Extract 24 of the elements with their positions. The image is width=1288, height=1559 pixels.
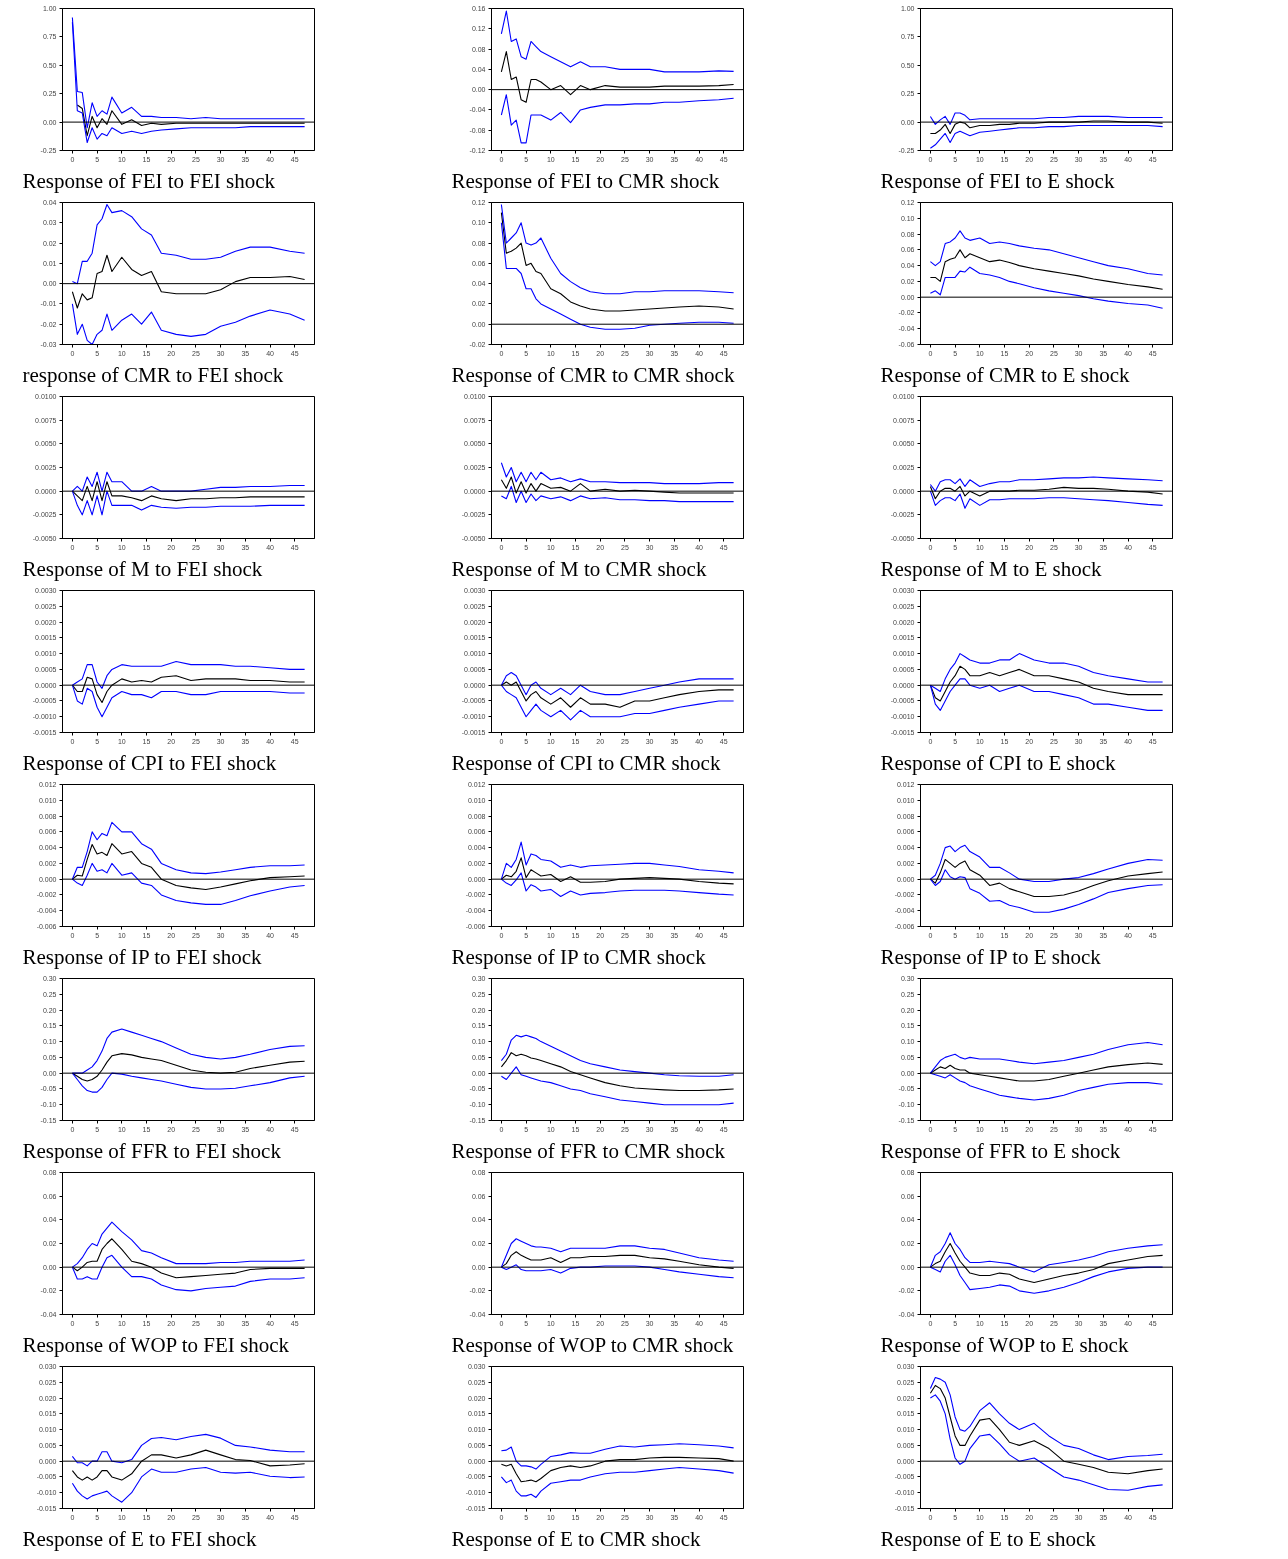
text: Response of FFR to FEI shock xyxy=(22,1138,282,1163)
text: Response of FEI to FEI shock xyxy=(22,168,276,193)
text: Response of FEI to CMR shock xyxy=(451,168,720,193)
text: Response of M to E shock xyxy=(880,556,1103,581)
text: Response of CMR to E shock xyxy=(880,362,1131,387)
text: Response of FEI to E shock xyxy=(880,168,1115,193)
text: Response of CPI to FEI shock xyxy=(22,750,277,775)
text: Response of WOP to CMR shock xyxy=(451,1332,734,1357)
text: Response of IP to CMR shock xyxy=(451,944,707,969)
text: Response of M to CMR shock xyxy=(451,556,707,581)
text: response of CMR to FEI shock xyxy=(22,362,284,387)
text: Response of IP to E shock xyxy=(880,944,1102,969)
text: Response of WOP to FEI shock xyxy=(22,1332,290,1357)
text: Response of E to CMR shock xyxy=(451,1526,702,1551)
text: Response of WOP to E shock xyxy=(880,1332,1129,1357)
text: Response of CPI to E shock xyxy=(880,750,1117,775)
text: Response of IP to FEI shock xyxy=(22,944,262,969)
text: Response of E to FEI shock xyxy=(22,1526,257,1551)
text: Response of FFR to E shock xyxy=(880,1138,1121,1163)
text: Response of M to FEI shock xyxy=(22,556,263,581)
text: Response of FFR to CMR shock xyxy=(451,1138,726,1163)
text: Response of E to E shock xyxy=(880,1526,1097,1551)
text: Response of CMR to CMR shock xyxy=(451,362,735,387)
text: Response of CPI to CMR shock xyxy=(451,750,721,775)
